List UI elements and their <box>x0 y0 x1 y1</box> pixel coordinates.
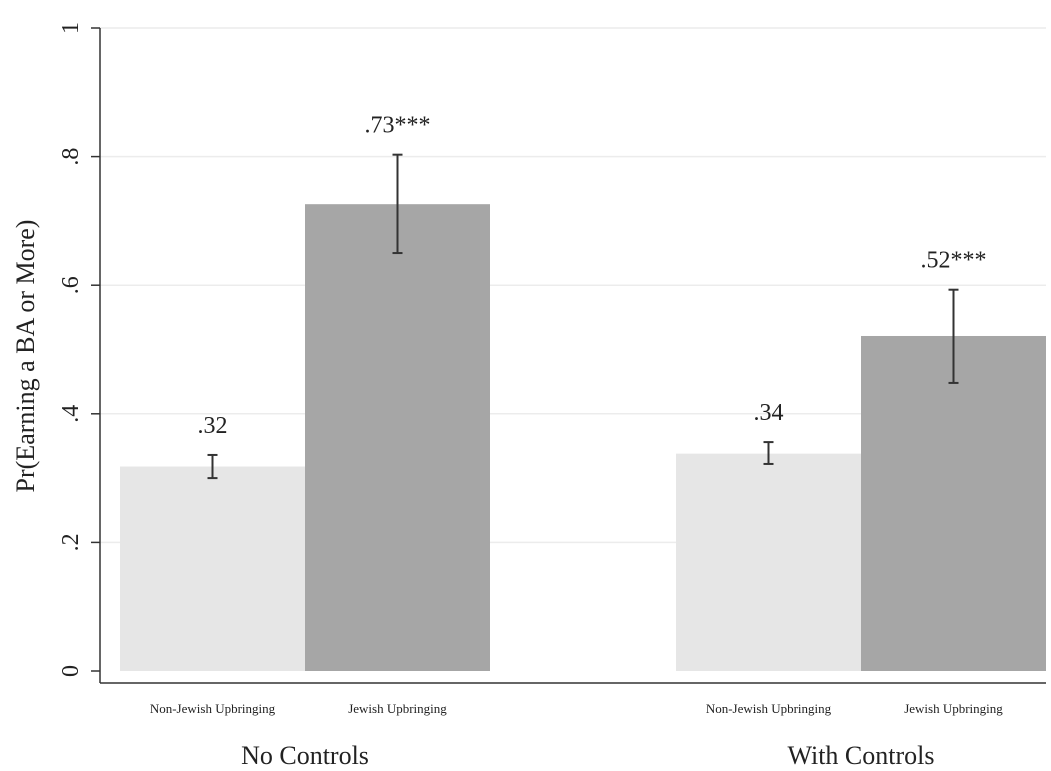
y-tick-label: 1 <box>58 22 84 34</box>
category-label: Non-Jewish Upbringing <box>706 701 832 716</box>
y-tick-label: .4 <box>58 405 84 423</box>
bars <box>120 153 1046 671</box>
axes: 0 .2 .4 .6 .8 1 <box>58 22 1046 684</box>
category-label: Jewish Upbringing <box>904 701 1003 716</box>
y-tick-label: .6 <box>58 276 84 294</box>
group-label: No Controls <box>241 741 369 770</box>
group-label: With Controls <box>787 741 934 770</box>
data-label: .34 <box>754 400 784 426</box>
y-tick-label: 0 <box>58 665 84 677</box>
bar <box>676 453 861 671</box>
category-label: Jewish Upbringing <box>348 701 447 716</box>
bar <box>120 466 305 671</box>
data-label: .52*** <box>921 248 987 274</box>
labels: .32 Non-Jewish Upbringing .73*** Jewish Upb… <box>150 113 1003 770</box>
category-label: Non-Jewish Upbringing <box>150 701 276 716</box>
y-tick-label: .8 <box>58 148 84 166</box>
data-label: .32 <box>198 413 228 439</box>
y-axis-label: Pr(Earning a BA or More) <box>11 220 40 493</box>
bar <box>861 335 1046 671</box>
bar <box>305 204 490 671</box>
data-label: .73*** <box>365 113 431 139</box>
y-tick-label: .2 <box>58 533 84 551</box>
